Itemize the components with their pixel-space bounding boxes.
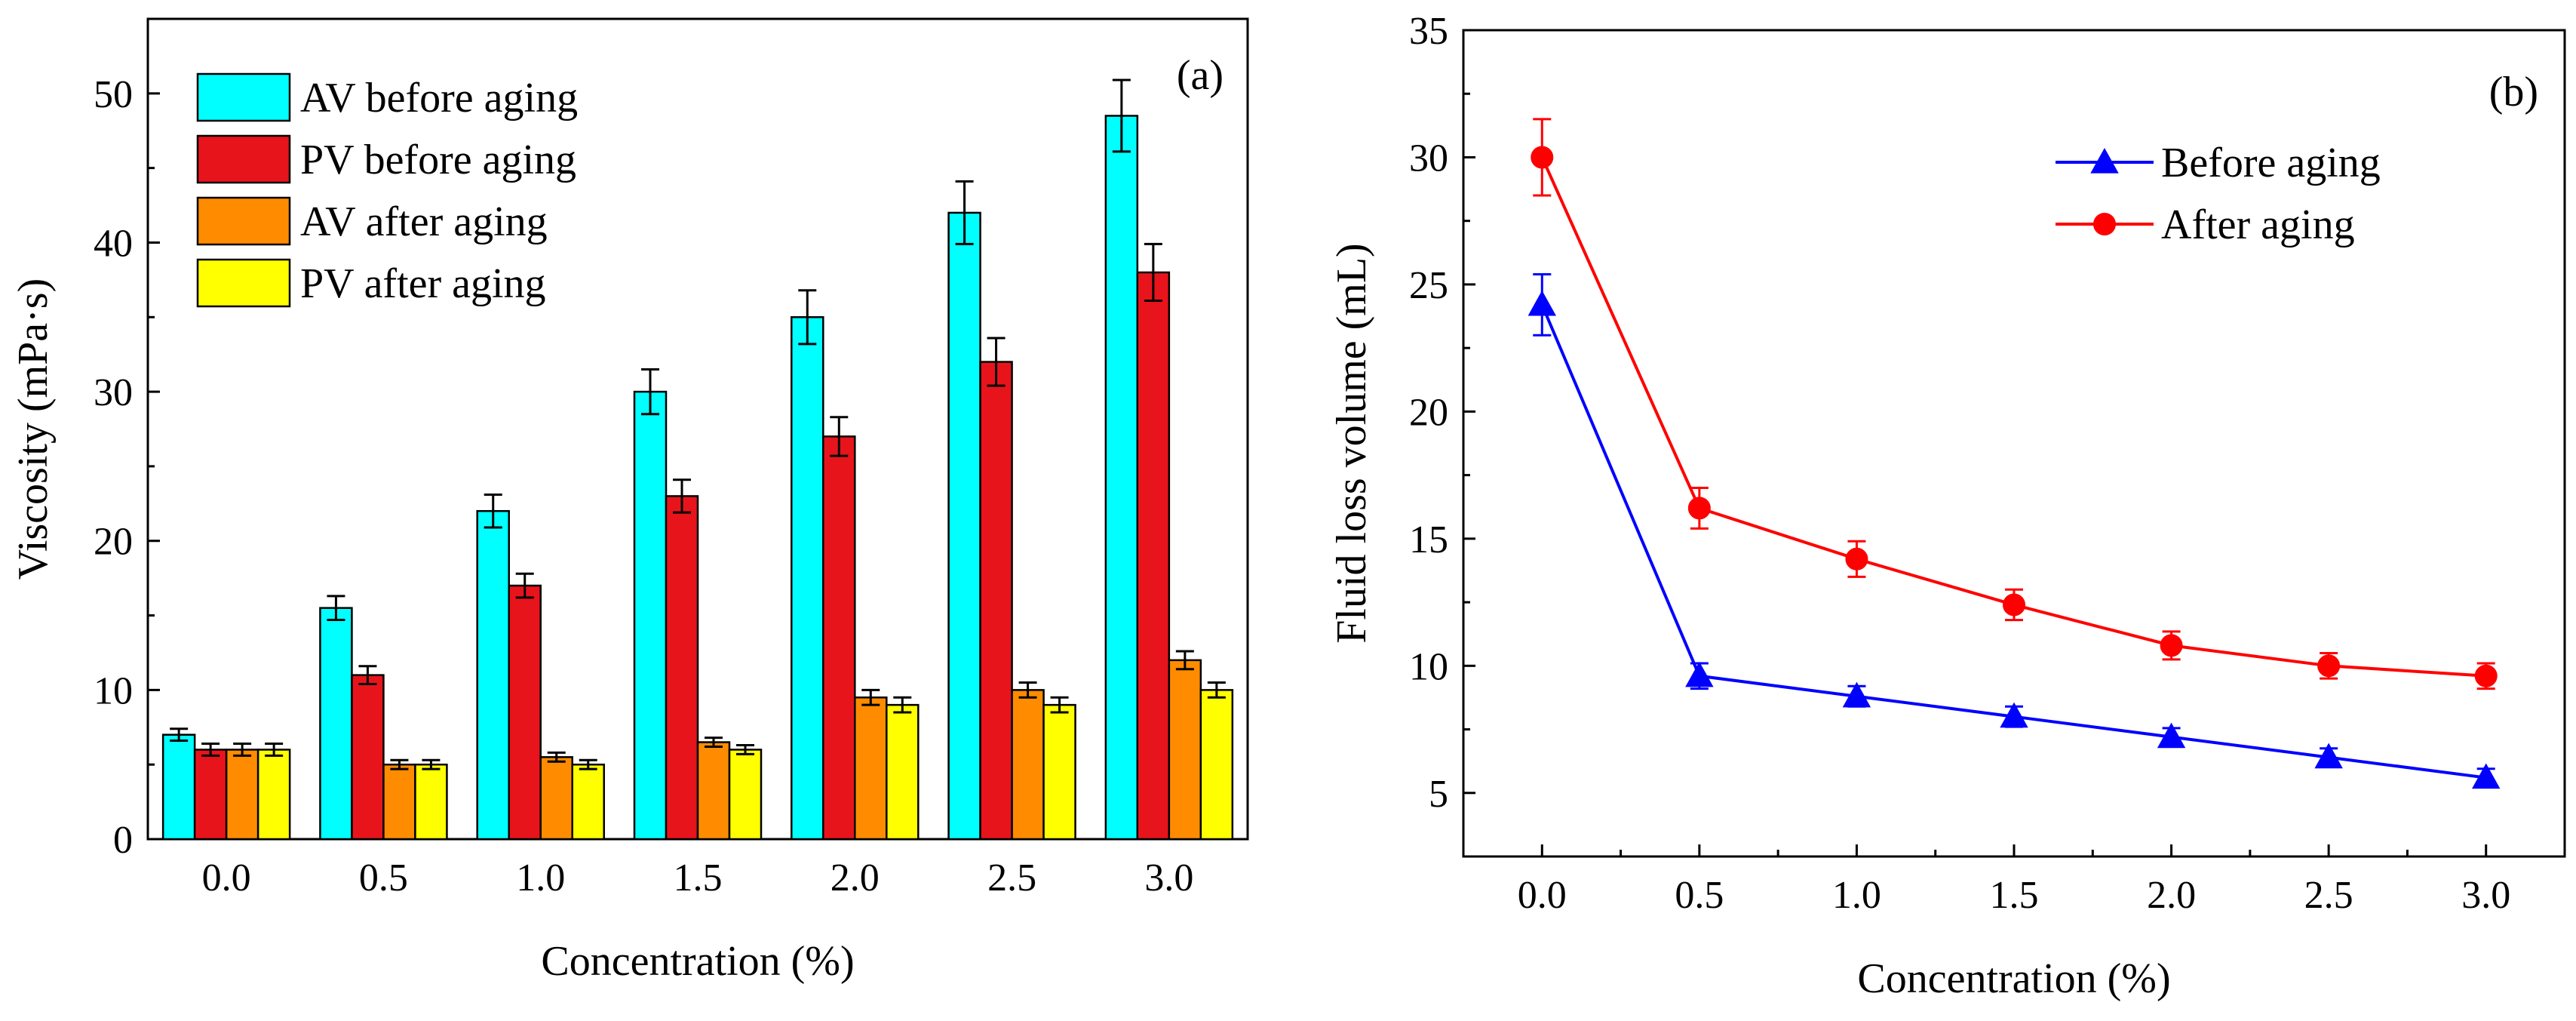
bar-1-6 [1136,271,1171,841]
bar-2-6 [1168,659,1202,841]
x-tick-label-a-3: 1.5 [674,856,723,900]
point-b-0-2 [1842,681,1871,708]
legend-swatch-a-2 [196,196,291,246]
bar-3-6 [1199,689,1234,841]
bar-0-1 [319,607,353,841]
x-tick-label-a-2: 1.0 [516,856,565,900]
panel-label-b: (b) [2489,69,2538,115]
point-b-0-0 [1527,290,1556,316]
chart-a: 0 10 20 30 40 50 0.0 0.5 1.0 1.5 2.0 2.5 3.0 Concentr… [10,17,1249,985]
point-b-0-6 [2472,763,2501,789]
x-tick-label-b-0: 0.0 [1518,874,1567,917]
plot-frame-b [1462,29,2566,858]
x-tick-label-b-3: 1.5 [1990,874,2039,917]
y-tick-label-b-1: 10 [1409,645,1448,688]
y-tick-label-a-2: 20 [94,521,133,564]
point-b-0-3 [2000,702,2028,728]
x-tick-label-a-1: 0.5 [359,856,408,900]
point-b-1-4 [2160,634,2183,657]
bar-1-3 [665,495,699,841]
legend-swatch-a-1 [196,134,291,184]
x-tick-label-b-1: 0.5 [1675,874,1724,917]
bar-3-0 [256,749,291,841]
bar-2-0 [225,749,259,841]
y-tick-label-a-4: 40 [94,222,133,265]
point-b-1-1 [1687,497,1711,520]
y-tick-label-a-3: 30 [94,371,133,414]
bar-1-5 [979,361,1013,841]
x-tick-label-b-5: 2.5 [2304,874,2353,917]
bar-3-4 [886,703,920,841]
bar-3-3 [728,749,763,841]
bar-0-2 [476,509,510,841]
bar-2-2 [539,756,573,841]
y-axis-label-b: Fluid loss volume (mL) [1328,243,1375,643]
bar-3-1 [414,763,448,841]
point-b-1-6 [2474,664,2498,687]
bar-0-5 [947,211,981,841]
bar-0-6 [1104,115,1139,841]
x-axis-label-b: Concentration (%) [1857,955,2170,1002]
bar-0-0 [161,733,196,841]
x-tick-label-a-4: 2.0 [831,856,880,900]
point-b-0-4 [2157,722,2186,749]
legend-swatch-a-0 [196,72,291,122]
y-axis-label-a: Viscosity (mPa·s) [10,278,57,580]
bar-2-3 [696,741,731,841]
bar-1-0 [193,749,228,841]
x-tick-label-b-6: 3.0 [2461,874,2510,917]
legend-label-a-2: AV after aging [300,198,548,245]
point-b-0-5 [2314,743,2343,769]
point-b-0-1 [1685,661,1714,687]
bar-3-5 [1042,703,1076,841]
x-tick-label-b-4: 2.0 [2147,874,2196,917]
legend-marker-b-0 [2090,147,2119,174]
y-tick-label-a-5: 50 [94,73,133,116]
panel-label-a: (a) [1177,52,1224,99]
legend-label-b-1: After aging [2161,201,2355,248]
y-tick-label-b-4: 25 [1409,264,1448,307]
bar-0-4 [791,316,824,841]
y-tick-label-b-3: 20 [1409,391,1448,434]
point-b-1-3 [2003,593,2025,617]
bar-2-1 [382,763,416,841]
point-b-1-0 [1531,146,1554,169]
y-tick-label-b-2: 15 [1409,518,1448,561]
chart-b: 5 10 15 20 25 30 35 0.0 0.5 1.0 1.5 2.0 2.5 3.0 Concen… [1328,10,2566,1002]
x-tick-label-b-2: 1.0 [1832,874,1881,917]
y-tick-label-b-0: 5 [1429,773,1448,816]
bar-3-2 [571,763,605,841]
x-axis-label-a: Concentration (%) [541,938,854,985]
legend-marker-b-1 [2093,213,2116,235]
legend-label-a-3: PV after aging [300,260,546,307]
x-tick-label-a-6: 3.0 [1144,856,1193,900]
point-b-1-2 [1845,547,1868,570]
x-tick-label-a-0: 0.0 [202,856,251,900]
bar-1-2 [508,584,542,841]
legend-swatch-a-3 [196,258,291,308]
bar-2-4 [854,696,888,841]
bar-1-1 [351,674,385,841]
legend-label-a-0: AV before aging [300,75,578,121]
y-tick-label-b-5: 30 [1409,137,1448,180]
bar-2-5 [1011,689,1045,841]
legend-label-a-1: PV before aging [300,137,576,183]
x-tick-label-a-5: 2.5 [987,856,1036,900]
y-tick-label-b-6: 35 [1409,10,1448,53]
legend-label-b-0: Before aging [2161,140,2381,186]
bar-1-4 [822,435,856,841]
y-tick-label-a-1: 10 [94,669,133,712]
bar-0-3 [633,390,668,841]
y-tick-label-a-0: 0 [113,819,133,862]
point-b-1-5 [2317,654,2341,678]
